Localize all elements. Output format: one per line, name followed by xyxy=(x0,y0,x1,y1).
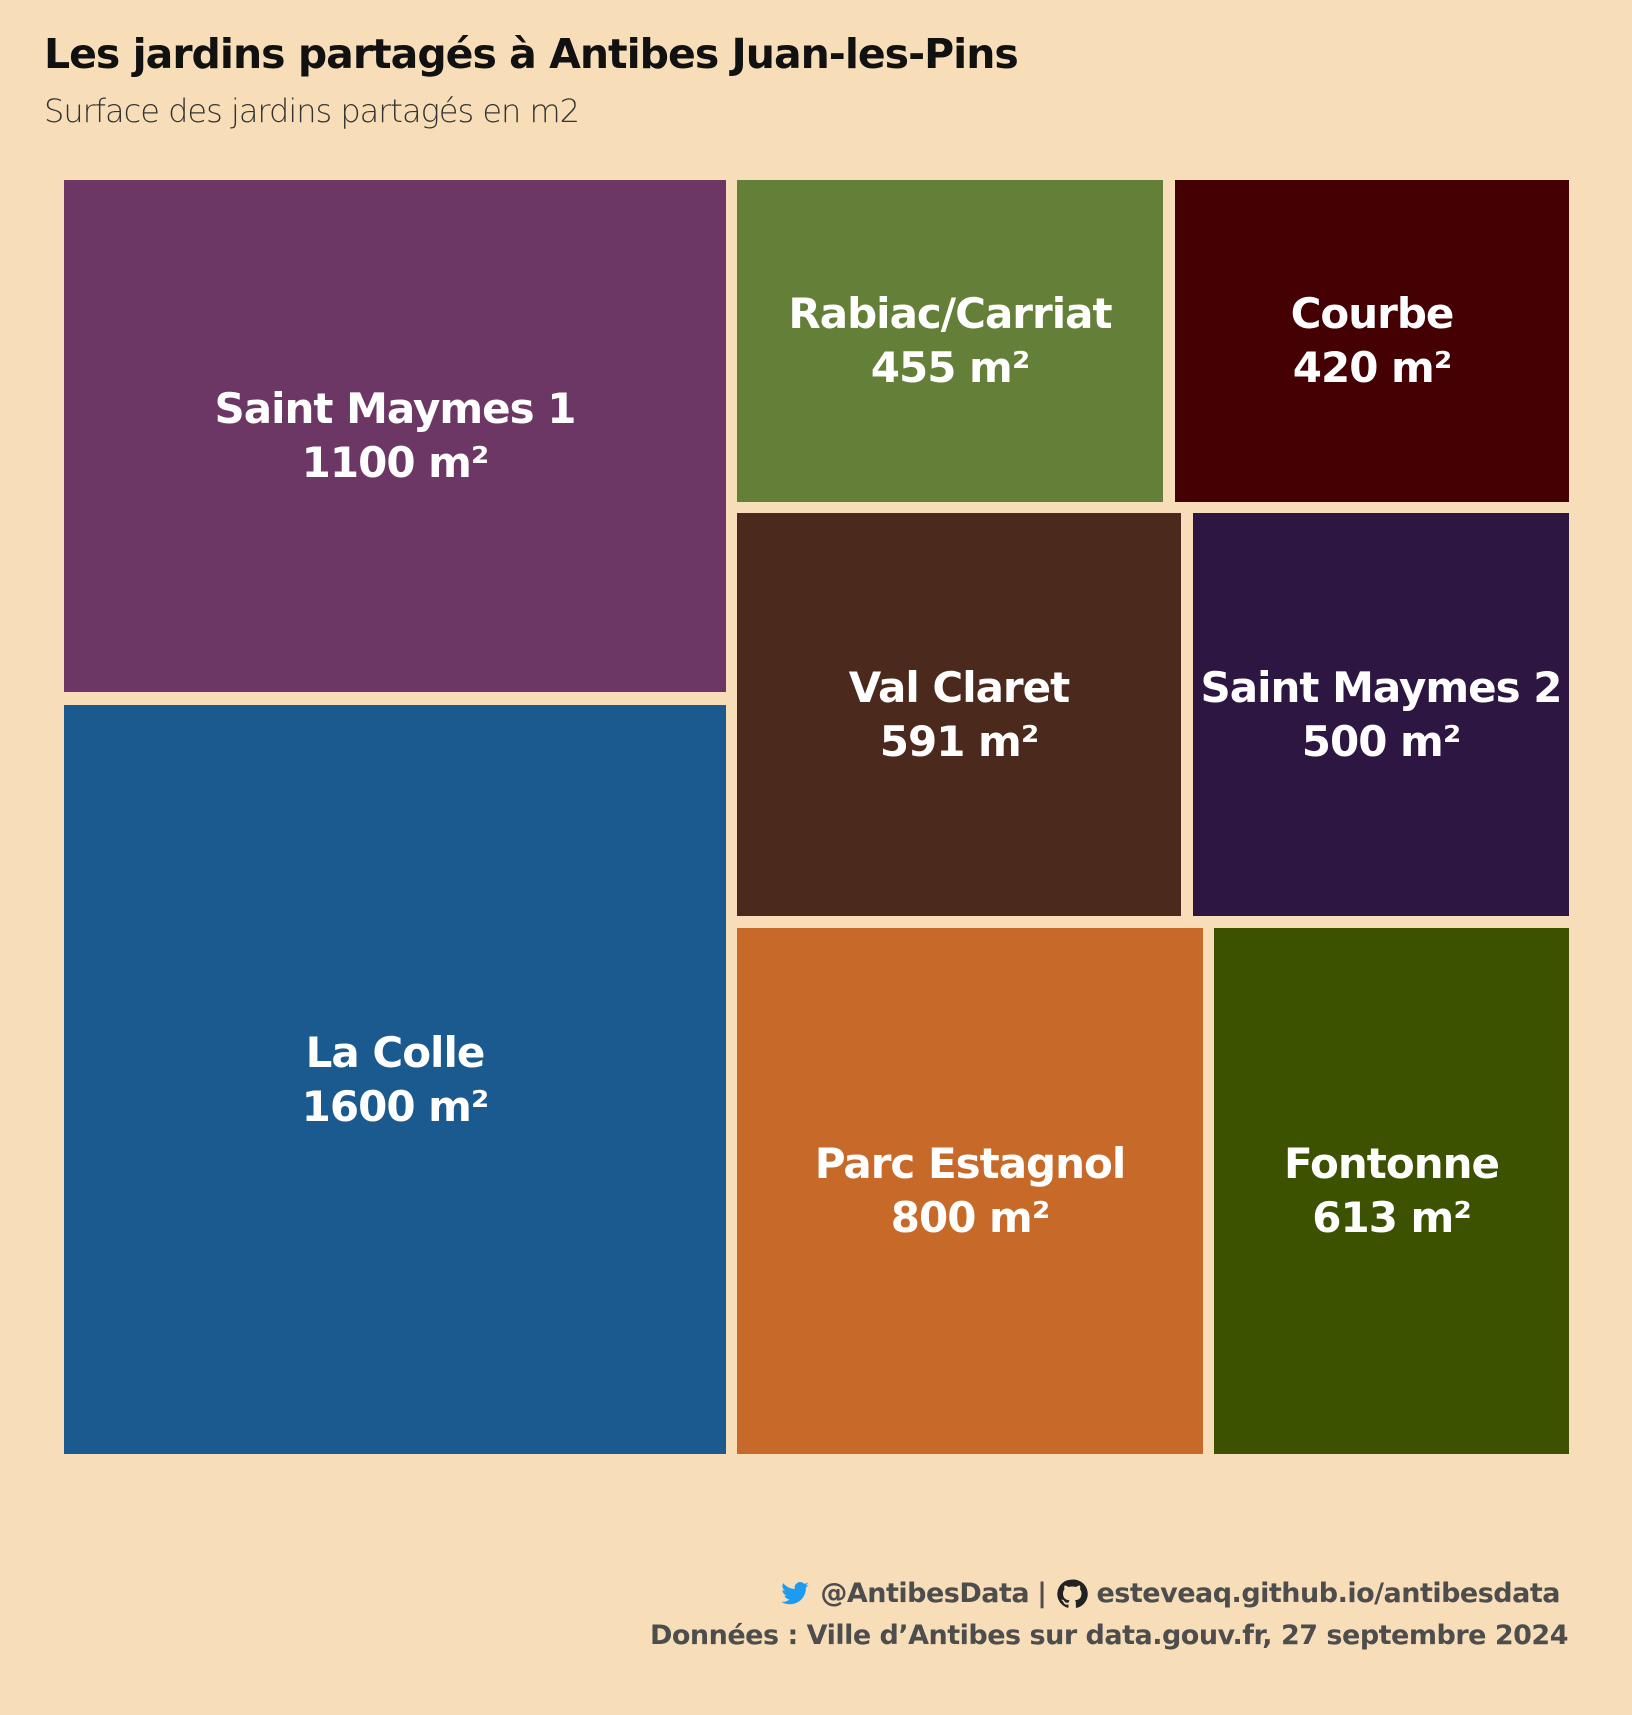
tile-value: 1100 m² xyxy=(301,438,490,487)
tile-name: Parc Estagnol xyxy=(814,1139,1127,1188)
tile-name: Val Claret xyxy=(848,662,1070,712)
data-source: Données : Ville d’Antibes sur data.gouv.… xyxy=(649,1620,1569,1651)
tile-name: Saint Maymes 2 xyxy=(1200,662,1563,712)
tile-value: 455 m² xyxy=(870,343,1030,392)
treemap-tile: Parc Estagnol 800 m² xyxy=(737,928,1203,1454)
separator: | xyxy=(1037,1578,1047,1609)
chart-subtitle: Surface des jardins partagés en m2 xyxy=(44,92,580,130)
treemap-tile: Courbe 420 m² xyxy=(1175,180,1569,502)
tile-value: 500 m² xyxy=(1301,716,1461,766)
treemap-tile: Val Claret 591 m² xyxy=(737,513,1181,916)
tile-value: 800 m² xyxy=(890,1193,1050,1242)
treemap-tile: La Colle 1600 m² xyxy=(64,705,726,1454)
tile-name: Saint Maymes 1 xyxy=(214,384,577,433)
twitter-handle: @AntibesData xyxy=(820,1578,1030,1609)
tile-name: Courbe xyxy=(1290,289,1455,338)
github-icon xyxy=(1056,1579,1088,1608)
treemap-tile: Rabiac/Carriat 455 m² xyxy=(737,180,1163,502)
tile-value: 591 m² xyxy=(879,716,1039,766)
treemap-tile: Saint Maymes 2 500 m² xyxy=(1193,513,1569,916)
tile-name: Rabiac/Carriat xyxy=(788,289,1112,338)
tile-value: 613 m² xyxy=(1312,1193,1471,1242)
treemap-tile: Fontonne 613 m² xyxy=(1214,928,1569,1454)
website-link[interactable]: esteveaq.github.io/antibesdata xyxy=(1096,1578,1561,1609)
tile-name: Fontonne xyxy=(1284,1139,1500,1188)
treemap-tile: Saint Maymes 1 1100 m² xyxy=(64,180,726,692)
tile-name: La Colle xyxy=(305,1027,486,1077)
tile-value: 1600 m² xyxy=(301,1081,490,1131)
credits-line: @AntibesData | esteveaq.github.io/antibe… xyxy=(778,1578,1560,1609)
chart-title: Les jardins partagés à Antibes Juan-les-… xyxy=(44,30,1019,78)
twitter-icon xyxy=(781,1581,810,1604)
tile-value: 420 m² xyxy=(1292,343,1452,392)
